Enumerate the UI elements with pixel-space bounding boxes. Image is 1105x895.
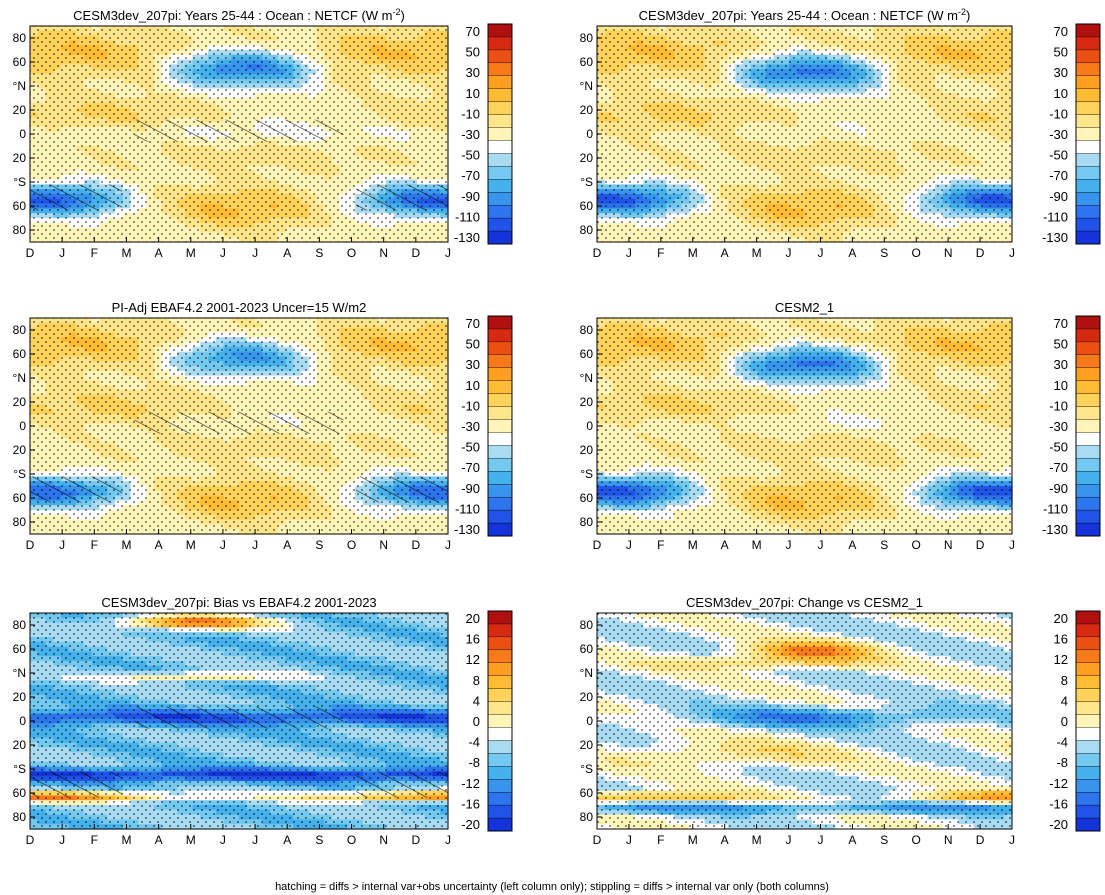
- y-tick-label: 20: [13, 151, 27, 165]
- y-tick-label: 0: [586, 127, 593, 141]
- x-tick-label: F: [91, 246, 98, 260]
- x-tick-label: F: [657, 246, 664, 260]
- colorbar-label: 70: [466, 24, 480, 39]
- figure-footnote: hatching = diffs > internal var+obs unce…: [275, 881, 829, 893]
- y-tick-label: 60: [580, 199, 594, 213]
- y-tick-label: 80: [13, 31, 27, 45]
- colorbar-label: -130: [454, 230, 480, 245]
- x-tick-label: A: [721, 246, 729, 260]
- y-tick-label: °S: [13, 175, 26, 189]
- x-tick-label: A: [848, 246, 856, 260]
- colorbar-label: 10: [466, 86, 480, 101]
- colorbar-bin: [487, 23, 513, 38]
- y-tick-label: 20: [580, 151, 594, 165]
- x-tick-label: D: [593, 246, 602, 260]
- y-tick-label: 80: [13, 223, 27, 237]
- colorbar-bin: [487, 36, 513, 51]
- colorbar-bin: [487, 153, 513, 167]
- colorbar-bin: [487, 62, 513, 77]
- hatching-p1: [356, 184, 448, 211]
- colorbar-p1: 70 50 30 10 -10 -30 -50 -70 -90 -110 -130: [454, 23, 513, 245]
- x-tick-label: J: [445, 246, 451, 260]
- x-tick-label: D: [976, 246, 985, 260]
- colorbar-label: -50: [461, 148, 480, 163]
- colorbar-frame: [487, 23, 513, 245]
- colorbar-bin: [487, 49, 513, 64]
- panel-title: CESM3dev_207pi: Years 25-44 : Ocean : NE…: [73, 7, 405, 23]
- y-tick-label: °N: [580, 79, 593, 93]
- y-tick-label: 60: [580, 55, 594, 69]
- colorbar-bin: [487, 88, 513, 103]
- y-tick-label: 20: [580, 103, 594, 117]
- y-tick-label: 80: [580, 223, 594, 237]
- y-tick-label: 60: [13, 199, 27, 213]
- x-tick-label: S: [880, 246, 888, 260]
- x-tick-label: O: [912, 246, 921, 260]
- panel-p2: CESM3dev_207pi: Years 25-44 : Ocean : NE…: [580, 7, 1101, 260]
- y-tick-label: 60: [13, 55, 27, 69]
- colorbar-bin: [487, 127, 513, 141]
- y-tick-label: 0: [19, 127, 26, 141]
- x-tick-label: J: [59, 246, 65, 260]
- x-tick-label: N: [379, 246, 388, 260]
- hatching-p1: [30, 184, 122, 211]
- x-tick-label: J: [220, 246, 226, 260]
- x-tick-label: M: [186, 246, 196, 260]
- x-tick-label: D: [412, 246, 421, 260]
- colorbar-bin: [487, 179, 513, 193]
- x-tick-label: J: [1009, 246, 1015, 260]
- y-tick-label: °S: [580, 175, 593, 189]
- colorbar-bin: [487, 140, 513, 154]
- panel-p1: CESM3dev_207pi: Years 25-44 : Ocean : NE…: [13, 7, 513, 260]
- colorbar-bin: [487, 166, 513, 180]
- colorbar-label: 50: [466, 45, 480, 60]
- x-tick-label: J: [786, 246, 792, 260]
- colorbar-bin: [487, 75, 513, 90]
- colorbar-bin: [487, 101, 513, 116]
- colorbar-label: -10: [461, 106, 480, 121]
- colorbar-label: -70: [461, 168, 480, 183]
- colorbar-bin: [1075, 36, 1101, 51]
- x-tick-label: A: [283, 246, 291, 260]
- colorbar-bin: [1075, 23, 1101, 38]
- x-tick-label: N: [944, 246, 953, 260]
- colorbar-label: -30: [461, 127, 480, 142]
- colorbar-bin: [487, 230, 513, 245]
- colorbar-label: -90: [461, 189, 480, 204]
- y-tick-label: 20: [13, 103, 27, 117]
- x-tick-label: M: [121, 246, 131, 260]
- colorbar-bin: [487, 114, 513, 129]
- x-tick-label: D: [26, 246, 35, 260]
- x-tick-label: J: [817, 246, 823, 260]
- colorbar-bin: [487, 204, 513, 219]
- colorbar-bin: [487, 217, 513, 232]
- x-tick-label: J: [252, 246, 258, 260]
- colorbar-label: 30: [466, 65, 480, 80]
- stippling-p2: [597, 26, 1012, 242]
- x-tick-label: J: [626, 246, 632, 260]
- colorbar-label: -110: [455, 209, 480, 224]
- x-tick-label: A: [155, 246, 163, 260]
- y-tick-label: 80: [580, 31, 594, 45]
- panel-title: CESM3dev_207pi: Years 25-44 : Ocean : NE…: [639, 7, 971, 23]
- hatching-p1: [134, 119, 344, 142]
- x-tick-label: O: [347, 246, 356, 260]
- x-tick-label: M: [752, 246, 762, 260]
- x-tick-label: M: [688, 246, 698, 260]
- colorbar-bin: [487, 192, 513, 206]
- y-tick-label: °N: [13, 79, 26, 93]
- x-tick-label: S: [315, 246, 323, 260]
